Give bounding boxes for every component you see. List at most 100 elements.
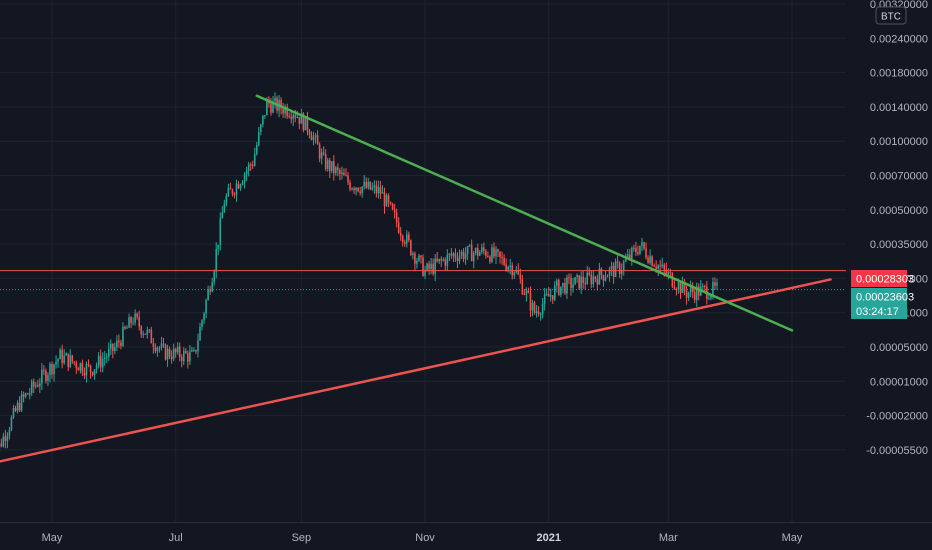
currency-badge-label: BTC [881,12,901,23]
candle-body [422,257,424,276]
candle-body [322,152,325,155]
candle-body [645,248,647,258]
candle-body [235,183,238,195]
candle-body [114,347,116,351]
candle-body [434,258,436,274]
candle-body [487,255,489,257]
candle-body [79,363,82,371]
candle-body [527,290,530,293]
candle-body [251,165,254,167]
candle-body [501,256,503,258]
candle-body [598,268,601,285]
candle-body [675,288,678,290]
candle-body [166,348,169,360]
candle-body [266,99,268,116]
candle-body [647,257,649,263]
currency-badge[interactable]: BTC [875,6,907,25]
candle-body [442,259,445,261]
candle-body [556,280,558,286]
candle-body [580,276,582,289]
candle-body [637,252,639,254]
candle-body [547,293,550,297]
candle-body [41,369,43,384]
candle-body [602,275,605,281]
y-tick-label: 0.00100000 [870,136,928,148]
drawings [0,94,846,463]
candle-body [91,372,94,376]
candle-body [491,247,493,262]
candle-body [673,286,676,289]
candle-body [576,275,578,278]
candle-body [164,344,167,360]
candle-body [665,269,668,275]
candle-body [318,144,321,159]
candle-body [227,188,230,196]
x-tick-label: Mar [659,532,678,544]
y-tick-label: 0.00140000 [870,102,928,114]
candle-body [478,252,481,256]
candle-body [134,313,136,323]
candle-body [420,255,422,258]
candle-body [162,343,165,345]
support-trendline [0,278,832,463]
candle-body [201,320,203,327]
candle-body [517,269,520,275]
candle-body [349,182,351,190]
candle-body [606,275,609,278]
candle-body [213,271,215,283]
candle-body [69,355,72,368]
candle-body [14,408,17,411]
x-tick-label: 2021 [536,532,560,544]
candle-body [643,242,645,249]
candle-body [101,358,104,368]
candle-body [397,222,400,233]
candle-body [458,255,461,262]
candle-body [683,281,686,291]
x-tick-label: May [42,532,63,544]
candle-body [361,186,363,194]
candle-body [197,340,199,352]
candle-body [470,245,473,262]
candle-body [385,195,388,207]
candle-body [509,265,511,267]
x-tick-label: Jul [169,532,183,544]
candle-body [543,294,546,304]
candle-body [93,369,96,376]
candle-body [584,283,587,285]
candle-body [614,261,617,278]
candle-body [156,347,159,352]
candle-body [24,393,27,397]
candle-body [2,436,5,447]
y-tick-label: 0.00035000 [870,239,928,251]
candle-body [219,218,222,245]
candle-body [168,348,171,357]
candle-body [454,253,457,258]
candle-body [335,167,337,174]
candle-body [282,108,284,114]
candle-body [681,281,684,294]
candle-body [691,287,694,293]
candle-body [142,333,145,335]
candle-body [716,282,718,286]
y-tick-label: 0.00240000 [870,33,928,45]
time-axis[interactable]: May Jul Sep Nov 2021 Mar May [0,522,932,545]
candle-body [178,346,181,358]
candle-body [294,115,297,118]
candle-body [274,97,276,102]
candle-body [67,353,70,368]
candle-body [247,164,250,171]
candle-body [63,355,65,364]
candle-body [667,272,670,275]
candle-body [128,317,130,328]
candle-body [629,254,631,259]
candle-body [529,292,532,311]
candle-body [99,355,102,368]
candle-body [560,286,562,295]
candle-body [75,362,78,368]
candle-body [562,282,564,287]
candle-body [65,353,67,356]
candle-body [383,192,386,207]
candle-body [308,130,311,135]
candle-body [284,106,286,114]
